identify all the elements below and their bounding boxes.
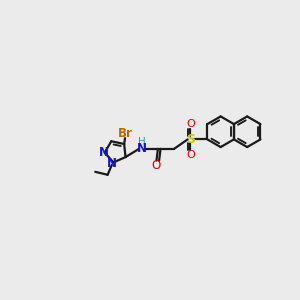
Text: O: O xyxy=(186,150,195,160)
Text: N: N xyxy=(107,157,117,170)
Text: O: O xyxy=(152,158,161,172)
Text: N: N xyxy=(98,146,109,159)
Text: O: O xyxy=(186,119,195,129)
Text: Br: Br xyxy=(118,127,133,140)
Text: H: H xyxy=(138,137,146,147)
Text: N: N xyxy=(137,142,147,155)
Text: S: S xyxy=(186,133,195,146)
